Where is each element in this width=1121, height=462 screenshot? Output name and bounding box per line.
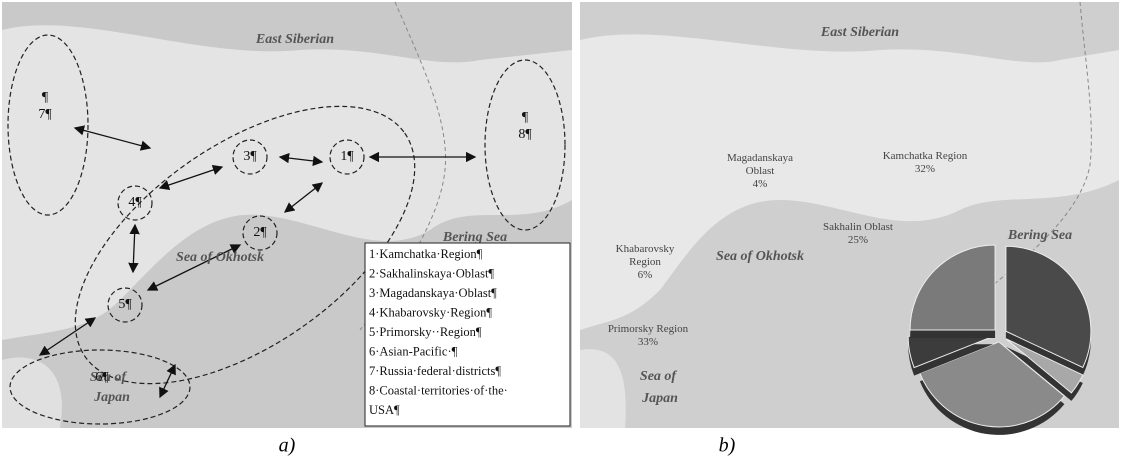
node-circle bbox=[107, 287, 143, 323]
node-circle bbox=[232, 139, 268, 175]
arrow bbox=[38, 317, 97, 356]
arrow bbox=[159, 363, 176, 399]
node-label: 5¶ bbox=[118, 297, 132, 312]
arrow bbox=[158, 164, 224, 191]
value-label: 32% bbox=[914, 163, 936, 175]
node-circle bbox=[329, 139, 365, 175]
legend-item: 3·Magadanskaya·Oblast¶ bbox=[369, 286, 497, 300]
group-ellipse bbox=[74, 105, 416, 385]
value-label: 25% bbox=[847, 234, 869, 246]
legend-item: 1·Kamchatka·Region¶ bbox=[369, 247, 483, 261]
node-circle bbox=[117, 185, 153, 221]
map-label: Japan bbox=[641, 391, 678, 406]
category-label: Khabarovsky Region bbox=[615, 243, 675, 268]
map-label: Japan bbox=[93, 390, 130, 405]
map-label: East Siberian bbox=[820, 25, 899, 40]
legend-item: 2·Sakhalinskaya·Oblast¶ bbox=[369, 266, 494, 280]
arrow bbox=[283, 182, 324, 213]
map-label: Sea of Okhotsk bbox=[716, 249, 804, 264]
pie-slice bbox=[909, 244, 996, 331]
arrow bbox=[278, 152, 324, 167]
category-label: Kamchatka Region bbox=[882, 150, 968, 162]
pie-label: Sakhalin Oblast 25% bbox=[808, 221, 908, 247]
node-label: 6¶ bbox=[95, 370, 109, 385]
map-label: Sea of bbox=[640, 369, 678, 384]
node-circle bbox=[242, 215, 278, 251]
legend-item: USA¶ bbox=[369, 403, 400, 417]
node-label: 1¶ bbox=[340, 149, 354, 164]
arrow bbox=[146, 244, 242, 291]
land bbox=[580, 34, 1119, 330]
category-label: Primorsky Region bbox=[607, 323, 689, 335]
panel-b: East Siberian Bering Sea Sea of Okhotsk … bbox=[580, 1, 1119, 435]
arrow bbox=[128, 223, 140, 274]
pie-label: Kamchatka Region 32% bbox=[870, 150, 980, 176]
pie-slice bbox=[1005, 338, 1084, 394]
node-label: 2¶ bbox=[253, 225, 267, 240]
node-label: 8¶ bbox=[518, 127, 532, 142]
pie-label: Magadanskaya Oblast 4% bbox=[720, 152, 800, 191]
legend-item: 5·Primorsky··Region¶ bbox=[369, 325, 482, 339]
land bbox=[580, 349, 626, 428]
panel-a: East Siberian Bering Sea Sea of Okhotsk … bbox=[2, 1, 572, 428]
node-label: 4¶ bbox=[128, 195, 142, 210]
node-label: 7¶ bbox=[38, 107, 52, 122]
map-label: Sea of bbox=[90, 370, 128, 385]
pie-slice bbox=[907, 335, 994, 369]
pie-slice bbox=[1005, 245, 1092, 369]
map-label: Bering Sea bbox=[1007, 228, 1072, 243]
node-label: ¶ bbox=[42, 90, 49, 105]
pie-label: Khabarovsky Region 6% bbox=[610, 243, 680, 282]
group-ellipse bbox=[7, 34, 89, 216]
caption: b) bbox=[719, 435, 736, 457]
legend-item: 8·Coastal·territories·of·the· bbox=[369, 383, 508, 397]
group-ellipse bbox=[484, 59, 566, 231]
map-label: Sea of Okhotsk bbox=[176, 250, 264, 265]
group-ellipse bbox=[9, 349, 191, 425]
legend-box bbox=[364, 242, 571, 427]
arrow bbox=[73, 125, 152, 151]
legend-item: 6·Asian-Pacific·¶ bbox=[369, 344, 458, 358]
legend-item: 7·Russia·federal·districts¶ bbox=[369, 364, 501, 378]
caption: a) bbox=[279, 435, 296, 457]
value-label: 6% bbox=[637, 269, 653, 281]
value-label: 4% bbox=[752, 178, 768, 190]
node-label: ¶ bbox=[522, 110, 529, 125]
pie-slice bbox=[919, 341, 1066, 428]
boundary-line bbox=[359, 1, 447, 331]
category-label: Magadanskaya Oblast bbox=[727, 152, 793, 177]
value-label: 33% bbox=[637, 336, 659, 348]
pie-slice-side bbox=[1005, 346, 1083, 401]
legend-item: 4·Khabarovsky·Region¶ bbox=[369, 305, 492, 319]
map-label: Bering Sea bbox=[442, 230, 507, 245]
land bbox=[2, 357, 62, 428]
node-label: 3¶ bbox=[243, 149, 257, 164]
category-label: Sakhalin Oblast bbox=[823, 221, 893, 233]
pie-label: Primorsky Region 33% bbox=[593, 323, 703, 349]
map-label: East Siberian bbox=[255, 32, 334, 47]
